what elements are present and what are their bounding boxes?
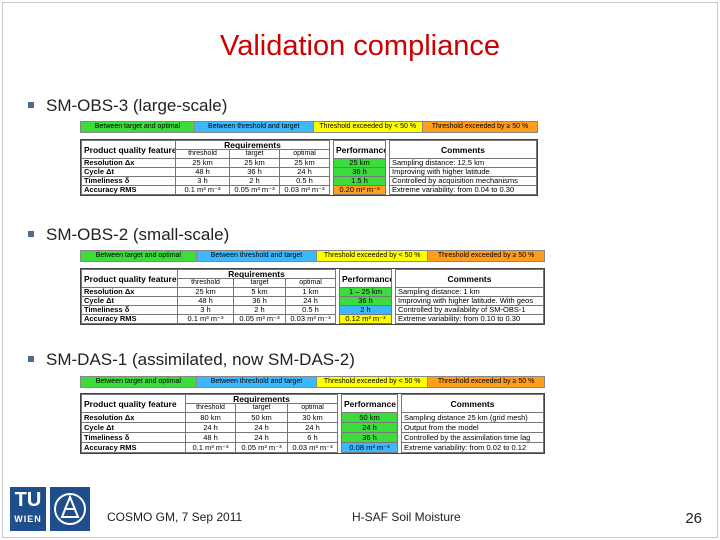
performance-cell: 25 km [333,158,386,168]
header-optimal: optimal [287,403,338,413]
performance-cell: 36 h [341,432,398,443]
performance-cell: 0.08 m³ m⁻³ [341,442,398,453]
performance-cell: 2 h [339,305,392,315]
header-target: target [229,149,280,159]
bullet-text: SM-DAS-1 (assimilated, now SM-DAS-2) [46,350,355,369]
table-row: Accuracy RMS 0.1 m³ m⁻³ 0.05 m³ m⁻³ 0.03 m³… [81,442,544,453]
performance-cell: 50 km [341,412,398,423]
bullet-text: SM-OBS-2 (small-scale) [46,225,230,244]
legend-threshold-target: Between threshold and target [195,122,314,132]
legend-threshold-target: Between threshold and target [196,377,318,387]
header-feature: Product quality feature [81,140,176,159]
color-legend: Between target and optimal Between thres… [80,121,538,133]
table-row: Accuracy RMS 0.1 m³ m⁻³ 0.05 m³ m⁻³ 0.03 m³… [81,314,544,324]
institute-seal-icon [50,487,90,531]
table-sm-obs-3: Product quality feature Requirements Per… [80,139,538,196]
legend-exceeded-ge50: Threshold exceeded by ≥ 50 % [428,377,544,387]
bullet-sm-obs-3: SM-OBS-3 (large-scale) [28,96,227,116]
bullet-square-icon [28,101,34,108]
performance-cell: 1 – 25 km [339,287,392,297]
performance-cell: 1.5 h [333,176,386,186]
tu-wien-logo: TU WIEN [10,487,46,531]
header-feature: Product quality feature [81,269,178,288]
table-row: Resolution Δx 25 km 25 km 25 km 25 km Samplin… [81,158,537,168]
header-comments: Comments [389,140,537,159]
bullet-square-icon [28,355,34,362]
section-1-block: Between target and optimal Between thres… [80,121,538,133]
table-sm-obs-2: Product quality feature Requirements Per… [80,268,545,325]
table-row: Cycle Δt 24 h 24 h 24 h 24 h Output from the … [81,422,544,433]
header-optimal: optimal [279,149,330,159]
header-performance: Performance [339,269,392,288]
header-threshold: threshold [177,278,234,288]
legend-target-optimal: Between target and optimal [81,122,195,132]
legend-target-optimal: Between target and optimal [81,251,197,261]
page-number: 26 [685,510,702,527]
section-2-block: Between target and optimal Between thres… [80,250,545,262]
header-optimal: optimal [285,278,336,288]
table-row: Resolution Δx 80 km 50 km 30 km 50 km Samplin… [81,412,544,423]
header-comments: Comments [401,394,544,413]
header-requirements: Requirements [185,394,338,404]
footer-topic: H-SAF Soil Moisture [352,510,461,524]
header-performance: Performance [333,140,386,159]
table-sm-das-1: Product quality feature Requirements Per… [80,393,545,454]
table-row: Accuracy RMS 0.1 m³ m⁻³ 0.05 m³ m⁻³ 0.03 m³… [81,185,537,195]
legend-exceeded-ge50: Threshold exceeded by ≥ 50 % [428,251,544,261]
performance-cell: 0.20 m³ m⁻³ [333,185,386,195]
bullet-sm-das-1: SM-DAS-1 (assimilated, now SM-DAS-2) [28,350,355,370]
color-legend: Between target and optimal Between thres… [80,376,545,388]
table-row: Cycle Δt 48 h 36 h 24 h 36 h Improving with h… [81,296,544,306]
legend-exceeded-lt50: Threshold exceeded by < 50 % [317,251,429,261]
bullet-sm-obs-2: SM-OBS-2 (small-scale) [28,225,229,245]
header-threshold: threshold [175,149,230,159]
performance-cell: 36 h [339,296,392,306]
footer-event: COSMO GM, 7 Sep 2011 [107,510,243,524]
header-threshold: threshold [185,403,236,413]
legend-threshold-target: Between threshold and target [196,251,318,261]
legend-target-optimal: Between target and optimal [81,377,197,387]
table-row: Cycle Δt 48 h 36 h 24 h 36 h Improving with h… [81,167,537,177]
table-row: Resolution Δx 25 km 5 km 1 km 1 – 25 km Sampl… [81,287,544,297]
bullet-text: SM-OBS-3 (large-scale) [46,96,228,115]
header-requirements: Requirements [177,269,336,279]
header-feature: Product quality feature [81,394,186,413]
slide-title: Validation compliance [220,30,500,62]
header-comments: Comments [395,269,544,288]
header-requirements: Requirements [175,140,330,150]
legend-exceeded-lt50: Threshold exceeded by < 50 % [313,122,423,132]
legend-exceeded-lt50: Threshold exceeded by < 50 % [317,377,429,387]
performance-cell: 0.12 m³ m⁻³ [339,314,392,324]
header-target: target [235,403,288,413]
performance-cell: 24 h [341,422,398,433]
header-performance: Performance [341,394,398,413]
color-legend: Between target and optimal Between thres… [80,250,545,262]
performance-cell: 36 h [333,167,386,177]
legend-exceeded-ge50: Threshold exceeded by ≥ 50 % [422,122,537,132]
header-target: target [233,278,286,288]
bullet-square-icon [28,230,34,237]
section-3-block: Between target and optimal Between thres… [80,376,545,388]
